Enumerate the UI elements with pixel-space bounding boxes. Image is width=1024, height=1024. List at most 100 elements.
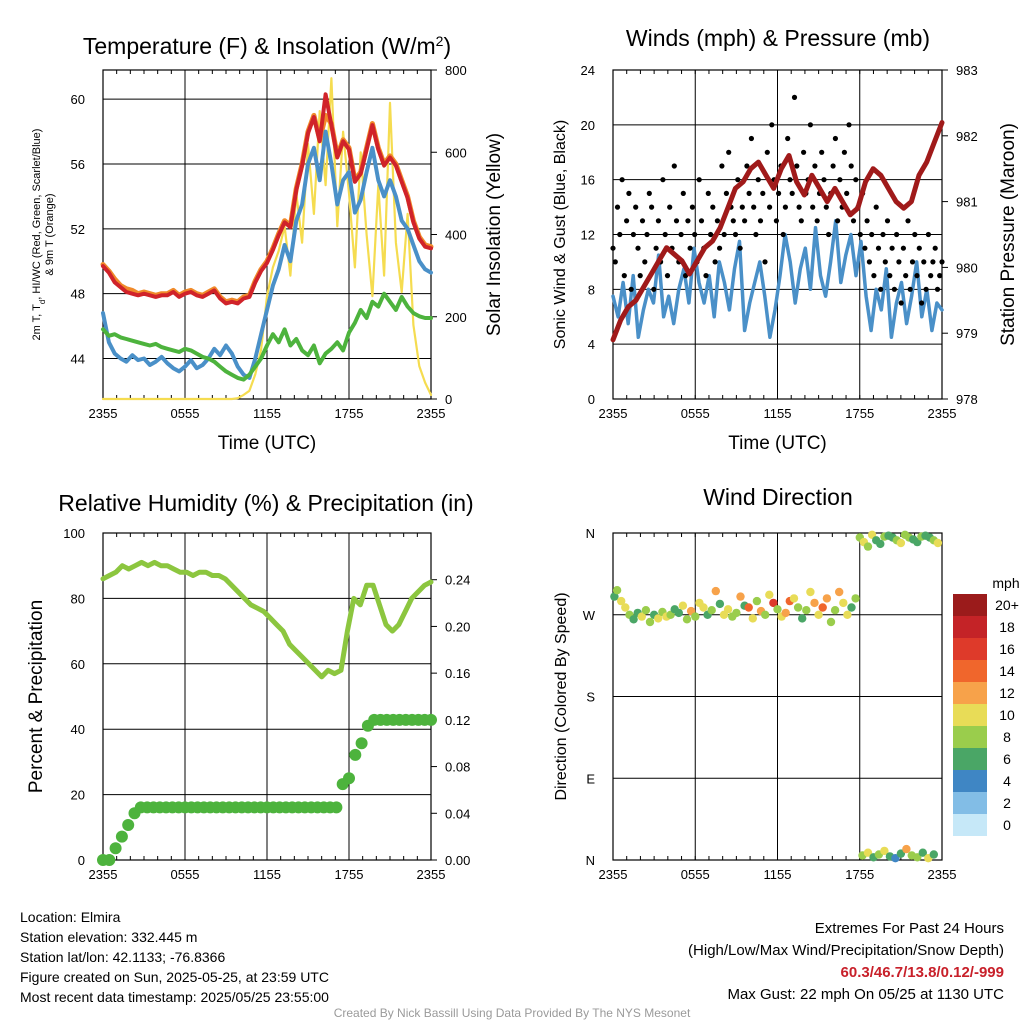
gust-point (755, 177, 761, 183)
gust-point (739, 204, 745, 210)
gust-point (624, 218, 630, 224)
gust-point (662, 231, 668, 238)
gust-point (914, 273, 920, 279)
wind-direction-point (678, 601, 688, 610)
wind-direction-point (830, 606, 840, 615)
temperature-frame (102, 69, 432, 400)
gust-point (776, 190, 782, 196)
wind_direction-x-tick-label: 1755 (845, 867, 874, 882)
wind-direction-point (723, 605, 733, 614)
legend-label: 18 (999, 619, 1015, 635)
gust-point (655, 218, 662, 224)
winds-y2-tick-label: 978 (956, 392, 978, 407)
gust-point (646, 190, 652, 196)
gust-point (612, 259, 618, 265)
gust-point (862, 245, 868, 251)
gust-point (823, 204, 829, 210)
temperature-series-2m-t (101, 92, 433, 306)
temperature-y2-tick-label: 200 (445, 310, 467, 325)
gust-point (887, 273, 893, 279)
humidity-x-tick-label: 2355 (417, 867, 446, 882)
gust-point (878, 286, 884, 292)
gust-point (744, 163, 750, 169)
wind-direction-point (637, 612, 646, 621)
gust-point (900, 245, 907, 251)
humidity-x-tick-label: 1155 (253, 867, 281, 882)
winds-y2-tick-label: 982 (956, 129, 978, 144)
humidity-x-tick-label: 1755 (335, 867, 364, 882)
wind_direction-panel: Wind Direction 2355 0555 1155 1755 2355 N W S E N D… (553, 484, 956, 882)
legend-label: 0 (1003, 817, 1011, 833)
winds-y-tick-label: 0 (588, 392, 595, 407)
temperature-y2-label: Solar Insolation (Yellow) (484, 133, 505, 336)
wind-direction-point (781, 608, 790, 618)
wind-direction-point (732, 608, 741, 618)
humidity-y2-tick-label: 0.12 (445, 713, 470, 728)
gust-point (937, 273, 943, 279)
winds-y-tick-label: 12 (581, 228, 595, 243)
gust-point (930, 259, 936, 265)
temperature-y-label-2: & 9m T (Orange) (44, 193, 56, 275)
wind-direction-point (814, 610, 823, 619)
gust-point (939, 259, 945, 265)
wind-direction-point (880, 846, 889, 856)
wind_direction-x-tick-label: 2355 (599, 867, 628, 882)
gust-point (746, 190, 752, 196)
gust-point (898, 300, 904, 306)
wind-direction-point (610, 592, 619, 601)
winds-title: Winds (mph) & Pressure (mb) (626, 25, 930, 51)
winds-x-tick-label: 1755 (845, 406, 874, 421)
gust-point (735, 177, 741, 183)
humidity-y-tick-label: 100 (63, 526, 85, 541)
gust-point (762, 259, 768, 265)
winds-series-pressure (610, 120, 945, 343)
gust-point (928, 273, 934, 279)
gust-point (780, 231, 786, 238)
legend-swatch (953, 726, 987, 748)
temperature-series-solar-insolation (101, 77, 433, 401)
gust-point (769, 122, 775, 128)
legend-label: 10 (999, 707, 1015, 723)
gust-point (796, 204, 802, 210)
winds-frame (612, 69, 943, 400)
gust-point (921, 259, 927, 265)
precip-point (343, 772, 355, 785)
gust-point (667, 204, 673, 210)
wind-direction-point (806, 587, 815, 597)
gust-point (934, 286, 941, 292)
gust-point (932, 245, 938, 251)
wind-direction-point (765, 590, 774, 599)
humidity-y2-tick-label: 0.04 (445, 806, 470, 821)
gust-point (617, 231, 623, 238)
wind-direction-point (682, 615, 692, 624)
gust-point (712, 259, 718, 265)
legend-swatch (953, 770, 987, 792)
gust-point (875, 245, 882, 251)
humidity-x-tick-label: 0555 (171, 867, 200, 882)
wind_direction-title: Wind Direction (703, 484, 853, 510)
wind-direction-point (617, 596, 626, 606)
wind_direction-x-tick-label: 2355 (928, 867, 957, 882)
temperature-y-tick-label: 44 (71, 351, 85, 366)
gust-point (841, 149, 848, 155)
gust-point (621, 273, 627, 279)
gust-point (919, 300, 925, 306)
gust-point (692, 231, 698, 238)
gust-point (896, 259, 902, 265)
gust-point (807, 122, 814, 128)
winds-y-tick-label: 16 (581, 173, 595, 188)
gust-point (791, 94, 798, 100)
gust-point (857, 231, 863, 238)
wind-direction-point (654, 614, 663, 623)
gust-point (916, 245, 922, 251)
legend-label: 12 (999, 685, 1015, 701)
wind-direction-point (839, 598, 848, 608)
gust-point (703, 273, 709, 279)
legend-swatch (953, 594, 987, 616)
gust-point (848, 163, 854, 169)
wind-direction-point (913, 853, 922, 862)
humidity-x-tick-label: 2355 (89, 867, 118, 882)
gust-point (651, 286, 657, 292)
gust-point (925, 231, 932, 238)
humidity-y2-tick-label: 0.24 (445, 573, 470, 588)
